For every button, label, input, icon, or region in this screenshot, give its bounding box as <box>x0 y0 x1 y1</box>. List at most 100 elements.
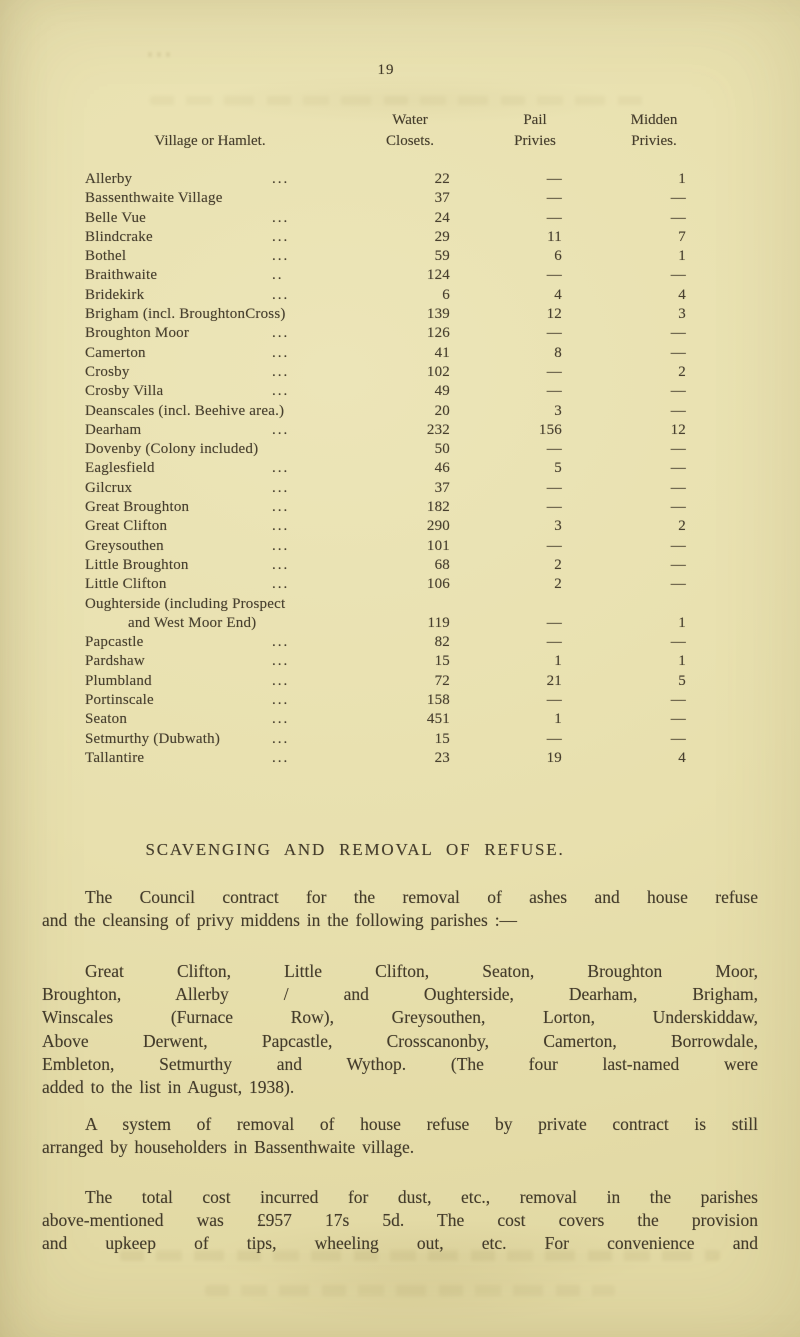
midden-privies-value: — <box>670 402 686 419</box>
water-closets-value: 182 <box>426 499 450 516</box>
village-name: Allerby <box>85 171 133 187</box>
midden-privies-value: 4 <box>678 286 686 303</box>
ghost-showthrough <box>150 96 650 105</box>
paragraph-line: arranged by householders in Bassenthwait… <box>42 1137 415 1158</box>
midden-privies-value: — <box>670 499 686 516</box>
table-row: Great Broughton... 182 — — <box>0 498 800 517</box>
table-row: Broughton Moor... 126 — — <box>0 324 800 343</box>
water-closets-value: 290 <box>426 518 450 535</box>
village-name: Setmurthy (Dubwath) <box>85 730 221 747</box>
water-closets-value: 59 <box>434 248 450 265</box>
paragraph-line: Embleton, Setmurthy and Wythop. (The fou… <box>42 1053 758 1074</box>
pail-privies-value: 19 <box>546 749 562 766</box>
water-closets-value: 232 <box>426 421 450 438</box>
village-name: Great Clifton <box>85 518 168 535</box>
paragraph-line: Broughton, Allerby / and Oughterside, De… <box>42 984 758 1005</box>
leader-dots: ... <box>272 711 290 728</box>
leader-dots: ... <box>272 730 290 747</box>
village-name: Crosby Villa <box>85 383 164 400</box>
pail-privies-value: 3 <box>554 518 562 535</box>
pail-privies-value: — <box>546 171 562 187</box>
pail-privies-value: — <box>546 383 562 400</box>
village-name: Bothel <box>85 248 127 265</box>
table-row: Deanscales (incl. Beehive area.) 20 3 — <box>0 402 800 421</box>
midden-privies-value: 7 <box>678 228 686 245</box>
midden-privies-value: 2 <box>678 518 686 535</box>
paragraph-line: added to the list in August, 1938). <box>42 1076 295 1097</box>
midden-privies-value: — <box>670 267 686 284</box>
paragraph-line: and upkeep of tips, wheeling out, etc. F… <box>42 1233 758 1254</box>
midden-privies-value: — <box>670 441 686 458</box>
midden-privies-value: 3 <box>678 306 686 323</box>
water-closets-value: 41 <box>434 344 450 361</box>
midden-privies-value: — <box>670 479 686 496</box>
midden-privies-value: — <box>670 692 686 709</box>
village-name: Plumbland <box>85 672 152 689</box>
pail-privies-value: 2 <box>554 576 562 593</box>
table-row: Belle Vue... 24 — — <box>0 209 800 228</box>
table-row: Allerby... 22 — 1 <box>0 170 800 189</box>
water-closets-value: 124 <box>426 267 450 284</box>
pail-privies-value: 2 <box>554 556 562 573</box>
village-name: Oughterside (including Prospect and West … <box>85 595 286 631</box>
water-closets-value: 37 <box>434 479 450 496</box>
water-closets-value: 37 <box>434 190 450 207</box>
water-closets-value: 49 <box>434 383 450 400</box>
table-row: Brigham (incl. BroughtonCross) 139 12 3 <box>0 305 800 324</box>
village-name: Gilcrux <box>85 479 133 496</box>
paragraph-line: Winscales (Furnace Row), Greysouthen, Lo… <box>42 1007 758 1028</box>
table-row: Braithwaite.. 124 — — <box>0 266 800 285</box>
table-row: Eaglesfield... 46 5 — <box>0 459 800 478</box>
table-row: Bothel... 59 6 1 <box>0 247 800 266</box>
water-closets-value: 23 <box>434 749 450 766</box>
table-row: Crosby Villa... 49 — — <box>0 382 800 401</box>
ghost-showthrough <box>205 1285 615 1296</box>
table-row: Little Broughton... 68 2 — <box>0 556 800 575</box>
midden-privies-value: 1 <box>678 171 686 187</box>
village-name: Greysouthen <box>85 537 164 554</box>
table-row: Dearham... 232 156 12 <box>0 421 800 440</box>
pail-privies-value: — <box>546 325 562 342</box>
water-closets-value: 15 <box>434 653 450 670</box>
pail-privies-value: 6 <box>554 248 562 265</box>
midden-privies-value: — <box>670 634 686 651</box>
leader-dots: ... <box>272 653 290 670</box>
pail-privies-value: 11 <box>547 228 562 245</box>
leader-dots: ... <box>272 344 290 361</box>
table-row: Setmurthy (Dubwath)... 15 — — <box>0 730 800 749</box>
village-name: Pardshaw <box>85 653 145 670</box>
table-row: Papcastle... 82 — — <box>0 633 800 652</box>
midden-privies-value: — <box>670 537 686 554</box>
leader-dots: ... <box>272 556 290 573</box>
column-header-pail-privies: Pail Privies <box>514 112 556 149</box>
midden-privies-value: — <box>670 209 686 226</box>
village-name: Crosby <box>85 363 130 380</box>
village-name: Tallantire <box>85 749 145 766</box>
midden-privies-value: — <box>670 730 686 747</box>
section-heading: SCAVENGING AND REMOVAL OF REFUSE. <box>145 840 565 859</box>
water-closets-value: 24 <box>434 209 450 226</box>
table-row: Portinscale... 158 — — <box>0 691 800 710</box>
water-closets-value: 101 <box>426 537 450 554</box>
midden-privies-value: 2 <box>678 363 686 380</box>
table-row: Dovenby (Colony included) 50 — — <box>0 440 800 459</box>
village-name: Little Broughton <box>85 556 189 573</box>
water-closets-value: 139 <box>426 306 450 323</box>
water-closets-value: 126 <box>426 325 450 342</box>
pail-privies-value: 3 <box>554 402 562 419</box>
leader-dots: ... <box>272 499 290 516</box>
water-closets-value: 451 <box>426 711 450 728</box>
village-name: Broughton Moor <box>85 325 190 342</box>
leader-dots: ... <box>272 248 290 265</box>
page-number: 19 <box>377 62 395 78</box>
privies-table-body: Allerby... 22—1 Bassenthwaite Village 37— — B… <box>0 170 800 768</box>
pail-privies-value: — <box>546 363 562 380</box>
water-closets-value: 72 <box>434 672 450 689</box>
pail-privies-value: — <box>546 614 562 631</box>
paragraph-line: The total cost incurred for dust, etc., … <box>85 1187 758 1207</box>
village-name: Dearham <box>85 421 142 438</box>
leader-dots: ... <box>272 209 290 226</box>
water-closets-value: 22 <box>434 171 450 187</box>
paragraph-line: and the cleansing of privy middens in th… <box>42 910 518 931</box>
village-name: Braithwaite <box>85 267 158 284</box>
